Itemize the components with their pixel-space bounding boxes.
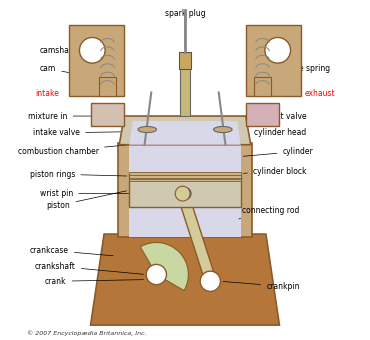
Polygon shape [91, 103, 124, 126]
Text: exhaust valve: exhaust valve [233, 112, 306, 129]
Text: mixture in: mixture in [28, 112, 113, 121]
Text: cylinder head: cylinder head [242, 129, 306, 137]
Text: piston rings: piston rings [30, 170, 127, 178]
Ellipse shape [138, 126, 157, 133]
Text: cylinder: cylinder [243, 147, 313, 156]
Text: crankcase: crankcase [30, 246, 113, 256]
Text: exhaust: exhaust [305, 89, 335, 98]
Polygon shape [119, 116, 251, 145]
Text: piston: piston [47, 191, 127, 210]
Text: wrist pin: wrist pin [40, 189, 176, 198]
Bar [130, 175, 240, 178]
Bar [180, 59, 190, 116]
Text: intake: intake [35, 89, 59, 98]
Polygon shape [91, 234, 279, 325]
Bar [130, 173, 240, 207]
Polygon shape [254, 77, 271, 96]
Polygon shape [69, 25, 124, 96]
Polygon shape [246, 103, 279, 126]
Circle shape [175, 186, 190, 201]
Circle shape [265, 37, 290, 63]
Circle shape [80, 37, 105, 63]
Text: camshaft: camshaft [40, 46, 79, 55]
Circle shape [179, 188, 191, 200]
Text: © 2007 Encyclopædia Britannica, Inc.: © 2007 Encyclopædia Britannica, Inc. [27, 330, 146, 336]
Polygon shape [246, 25, 301, 96]
Polygon shape [130, 121, 240, 145]
Text: valve spring: valve spring [267, 64, 330, 73]
Bar [130, 143, 240, 237]
Text: cam: cam [40, 64, 96, 78]
Text: spark plug: spark plug [165, 9, 205, 18]
Circle shape [200, 271, 221, 291]
Bar [130, 172, 240, 175]
Text: crank: crank [45, 277, 144, 286]
Bar [118, 143, 252, 237]
Text: crankshaft: crankshaft [35, 261, 144, 274]
Text: combustion chamber: combustion chamber [18, 145, 127, 156]
Bar [130, 179, 240, 182]
Text: cylinder block: cylinder block [243, 167, 306, 176]
Text: crankpin: crankpin [223, 282, 300, 291]
Wedge shape [140, 242, 188, 291]
Ellipse shape [213, 126, 232, 133]
Text: connecting rod: connecting rod [239, 206, 300, 219]
Circle shape [146, 265, 166, 285]
Bar [179, 52, 191, 69]
Polygon shape [99, 77, 116, 96]
Text: intake valve: intake valve [33, 129, 135, 137]
